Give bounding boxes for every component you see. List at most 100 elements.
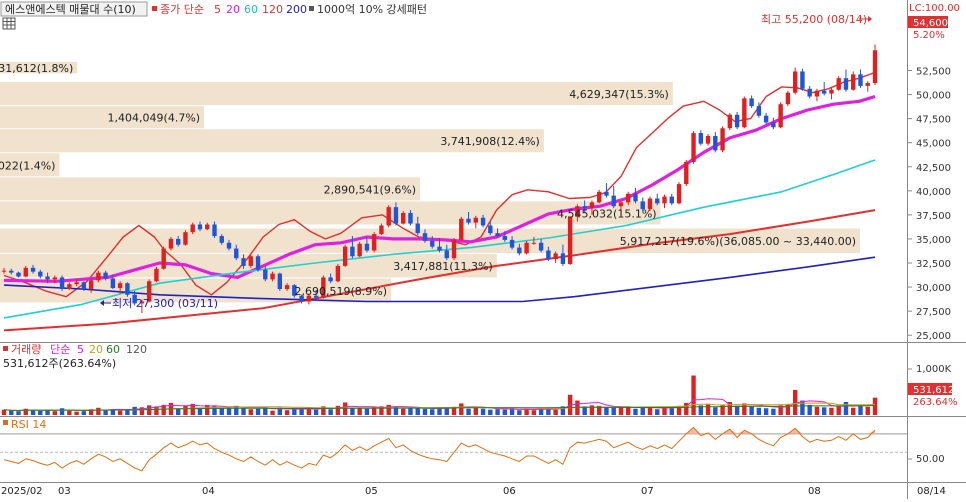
candle-body xyxy=(466,218,471,223)
volume-bar xyxy=(364,408,370,415)
volume-profile-bar xyxy=(0,278,392,303)
price-axis-tick-label: 37,500 xyxy=(916,211,951,222)
ma-legend-label[interactable]: 종가 단순 xyxy=(160,3,204,16)
volume-last-tag: 531,612 263.64% xyxy=(908,383,958,408)
volume-bar xyxy=(88,409,94,415)
volume-bar xyxy=(74,411,79,415)
rsi-legend-label[interactable]: RSI 14 xyxy=(11,418,46,431)
volume-bar xyxy=(821,407,827,415)
candle-body xyxy=(858,74,863,86)
candle-body xyxy=(248,256,253,266)
candle-body xyxy=(821,90,827,94)
high-annotation-text: 최고 55,200 (08/14) xyxy=(761,13,867,26)
candle-body xyxy=(357,243,362,257)
volume-bar xyxy=(509,408,515,415)
volume-bar xyxy=(422,408,428,415)
volume-profile-label: 409,022(1.4%) xyxy=(0,159,55,172)
candle-body xyxy=(205,224,210,230)
volume-bar xyxy=(691,375,696,415)
volume-ma-20[interactable]: 20 xyxy=(89,343,103,356)
volume-bar xyxy=(843,402,849,415)
candle-body xyxy=(742,98,747,128)
volume-bar xyxy=(393,406,399,415)
candle-body xyxy=(691,133,696,162)
volume-bar xyxy=(676,405,682,415)
volume-bar xyxy=(190,403,195,415)
x-label-last: 08/14 xyxy=(917,486,946,497)
candle-body xyxy=(401,212,406,224)
price-axis-tick-label: 47,500 xyxy=(916,115,951,126)
volume-last-value: 531,612 xyxy=(913,385,954,396)
volume-bar xyxy=(292,409,297,415)
volume-bar xyxy=(749,406,754,415)
candle-body xyxy=(386,207,391,226)
candle-body xyxy=(459,218,464,240)
candle-body xyxy=(313,295,319,298)
volume-bar xyxy=(589,405,595,415)
volume-bar xyxy=(553,409,558,415)
volume-profile-bar xyxy=(0,106,205,129)
price-axis-tick-label: 40,000 xyxy=(916,187,951,198)
candle-body xyxy=(451,239,457,259)
grid-icon[interactable] xyxy=(2,17,16,30)
legend-marker xyxy=(309,6,314,11)
candle-body xyxy=(604,191,609,196)
volume-bar xyxy=(531,410,537,415)
candle-body xyxy=(190,224,195,233)
volume-bar xyxy=(662,406,667,415)
volume-bar xyxy=(851,407,856,415)
volume-bar xyxy=(270,410,275,415)
volume-bar xyxy=(618,407,624,415)
volume-ma-60[interactable]: 60 xyxy=(106,343,120,356)
volume-bar xyxy=(306,408,312,415)
candle-body xyxy=(865,83,870,86)
last-price-tag: 54,600 5.20% xyxy=(908,16,948,41)
volume-bar xyxy=(495,409,500,415)
ma-legend-20[interactable]: 20 xyxy=(226,3,240,16)
high-arrow-icon xyxy=(868,16,872,22)
title-box[interactable] xyxy=(0,1,148,17)
candle-body xyxy=(843,78,849,90)
volume-bar xyxy=(205,404,210,415)
rsi-line xyxy=(3,426,876,472)
volume-bar xyxy=(633,408,638,415)
pattern-label[interactable]: 1000억 10% 강세패턴 xyxy=(317,3,427,16)
candle-body xyxy=(589,202,595,209)
ma-legend-60[interactable]: 60 xyxy=(244,3,258,16)
volume-ma-label[interactable]: 단순 xyxy=(50,343,70,356)
volume-legend-label[interactable]: 거래량 xyxy=(11,343,41,356)
price-axis-tick-label: 45,000 xyxy=(916,139,951,150)
volume-bar xyxy=(814,406,820,415)
x-label-06: 06 xyxy=(503,486,516,497)
volume-bar xyxy=(415,407,420,415)
volume-bar xyxy=(81,411,87,415)
candle-body xyxy=(117,283,123,289)
candle-body xyxy=(379,225,384,235)
volume-bar xyxy=(30,410,36,415)
volume-bar xyxy=(1,409,7,415)
volume-bar xyxy=(161,404,166,415)
candle-body xyxy=(255,256,261,270)
volume-bar xyxy=(829,407,834,415)
candle-body xyxy=(495,233,500,237)
candle-body xyxy=(582,206,587,209)
volume-bar xyxy=(299,408,304,415)
volume-bar xyxy=(96,407,101,415)
volume-bar xyxy=(444,407,449,415)
ma-legend-120[interactable]: 120 xyxy=(262,3,283,16)
candle-body xyxy=(241,258,246,266)
candle-body xyxy=(509,239,515,248)
volume-axis-tick: 1,000K xyxy=(916,364,952,375)
candle-body xyxy=(546,250,551,260)
volume-bar xyxy=(734,405,740,415)
volume-profile-bar xyxy=(0,201,661,225)
last-price-value: 54,600 xyxy=(913,18,948,29)
ma-legend-5[interactable]: 5 xyxy=(214,3,221,16)
candle-body xyxy=(698,133,703,144)
volume-ma-120[interactable]: 120 xyxy=(126,343,147,356)
volume-ma-5[interactable]: 5 xyxy=(77,343,84,356)
volume-bar xyxy=(669,408,674,415)
ma-legend-200[interactable]: 200 xyxy=(286,3,307,16)
volume-profile-label: 531,612(1.8%) xyxy=(0,62,73,75)
